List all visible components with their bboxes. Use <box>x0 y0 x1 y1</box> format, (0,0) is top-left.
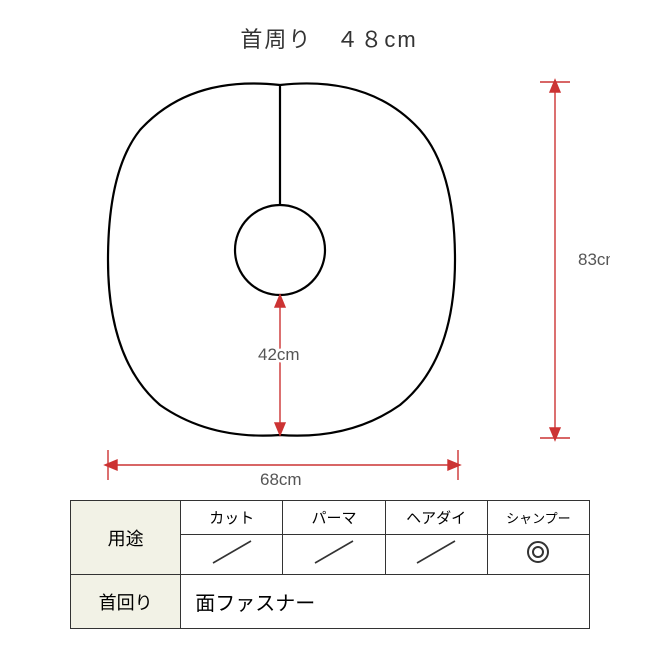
dim-inner <box>275 295 285 435</box>
fastener-value: 面ファスナー <box>195 593 315 615</box>
slash-icon <box>207 537 257 567</box>
cape-outline <box>108 83 455 435</box>
use-mark-1 <box>283 535 385 575</box>
use-name-2: ヘアダイ <box>406 510 466 527</box>
use-mark-3 <box>487 535 589 575</box>
spec-table-wrap: 用途 カット パーマ ヘアダイ シャンプー 首回り 面ファスナー <box>70 500 590 629</box>
use-mark-2 <box>385 535 487 575</box>
uses-label: 用途 <box>108 529 144 549</box>
uses-label-cell: 用途 <box>71 501 181 575</box>
fastener-label-cell: 首回り <box>71 575 181 629</box>
slash-icon <box>309 537 359 567</box>
spec-table: 用途 カット パーマ ヘアダイ シャンプー 首回り 面ファスナー <box>70 500 590 629</box>
use-header-3: シャンプー <box>487 501 589 535</box>
dim-inner-label: 42cm <box>258 345 300 364</box>
use-header-1: パーマ <box>283 501 385 535</box>
use-name-1: パーマ <box>311 510 356 527</box>
uses-header-row: 用途 カット パーマ ヘアダイ シャンプー <box>71 501 590 535</box>
neck-hole <box>235 205 325 295</box>
use-header-0: カット <box>181 501 283 535</box>
fastener-value-cell: 面ファスナー <box>181 575 590 629</box>
slash-icon <box>411 537 461 567</box>
double-circle-icon <box>527 541 549 563</box>
use-name-0: カット <box>209 510 254 527</box>
use-mark-0 <box>181 535 283 575</box>
dim-width-label: 68cm <box>260 470 302 489</box>
cape-diagram: 83cm 68cm 42cm <box>70 60 610 490</box>
page-title: 首周り ４８cm <box>0 22 658 54</box>
fastener-label: 首回り <box>99 593 153 613</box>
fastener-row: 首回り 面ファスナー <box>71 575 590 629</box>
use-header-2: ヘアダイ <box>385 501 487 535</box>
cape-svg: 83cm 68cm 42cm <box>70 60 610 490</box>
dim-height <box>540 80 570 440</box>
use-name-3: シャンプー <box>506 511 571 526</box>
dim-height-label: 83cm <box>578 250 610 269</box>
title-text: 首周り ４８cm <box>240 27 417 52</box>
